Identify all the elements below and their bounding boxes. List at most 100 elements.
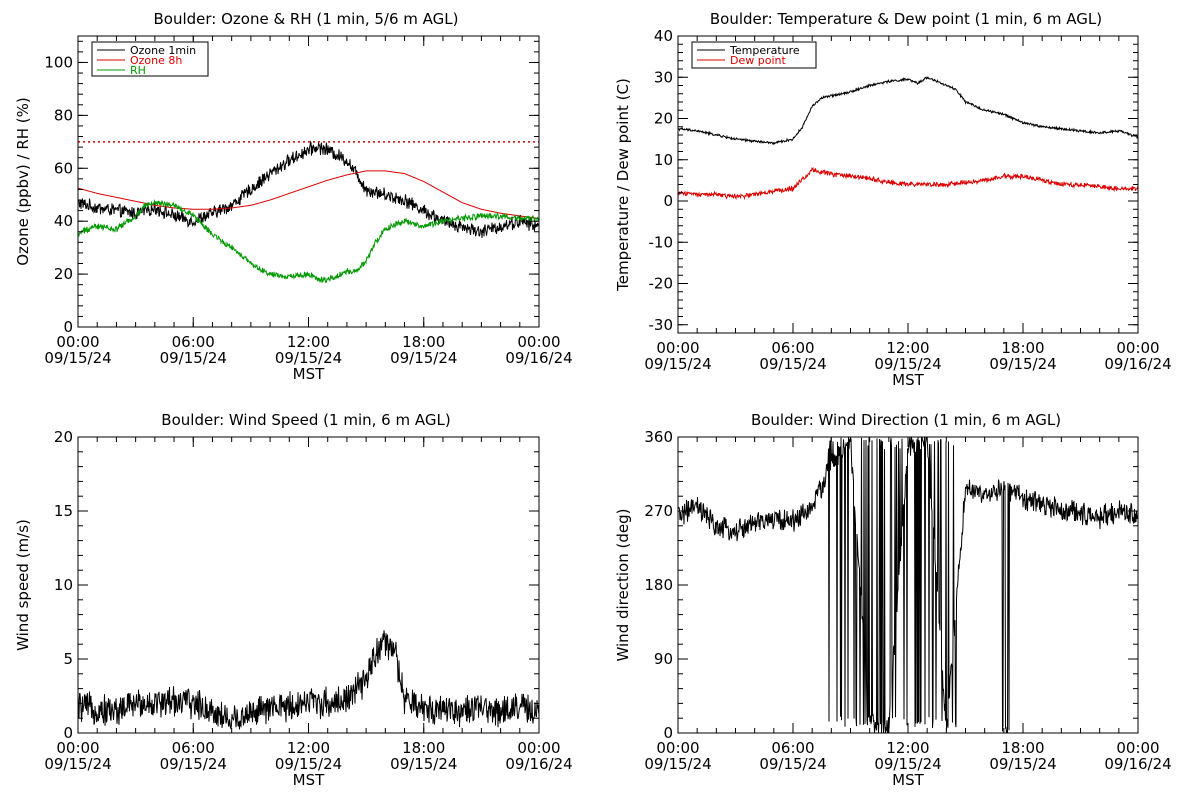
- x-tick-date: 09/15/24: [759, 755, 826, 773]
- x-tick-time: 00:00: [1116, 339, 1159, 357]
- x-tick-time: 00:00: [517, 739, 560, 757]
- series-group: [678, 76, 1138, 201]
- x-tick-date: 09/15/24: [759, 355, 826, 373]
- chart-wind-speed: Boulder: Wind Speed (1 min, 6 m AGL) 0 5 1…: [14, 411, 573, 789]
- y-tick-label: 360: [644, 428, 673, 446]
- y-axis-label: Temperature / Dew point (C): [614, 78, 632, 292]
- y-axis-label: Wind direction (deg): [614, 509, 632, 662]
- legend-label: Ozone 8h: [130, 54, 182, 67]
- y-tick-label: 100: [44, 53, 73, 71]
- x-tick-time: 06:00: [771, 339, 814, 357]
- chart-title: Boulder: Ozone & RH (1 min, 5/6 m AGL): [153, 10, 458, 28]
- series-line-rh: [78, 199, 539, 284]
- x-tick-date: 09/15/24: [44, 755, 111, 773]
- series-group: [78, 630, 539, 730]
- x-tick-date: 09/15/24: [390, 755, 457, 773]
- x-axis-label: MST: [892, 371, 924, 389]
- chart-wind-direction: Boulder: Wind Direction (1 min, 6 m AGL)…: [614, 411, 1172, 789]
- y-tick-label: 30: [654, 68, 673, 86]
- x-tick-time: 12:00: [287, 333, 330, 351]
- x-tick-date: 09/15/24: [874, 355, 941, 373]
- x-tick-time: 06:00: [172, 333, 215, 351]
- y-tick-label: 180: [644, 576, 673, 594]
- y-tick-label: 80: [54, 106, 73, 124]
- y-tick-label: 90: [654, 650, 673, 668]
- x-tick-date: 09/15/24: [874, 755, 941, 773]
- plot-frame: [677, 436, 1139, 734]
- chart-ozone-rh: Boulder: Ozone & RH (1 min, 5/6 m AGL) 0…: [14, 10, 573, 383]
- series-line-dew-point: [678, 166, 1138, 201]
- x-tick-date: 09/15/24: [989, 355, 1056, 373]
- chart-title: Boulder: Wind Direction (1 min, 6 m AGL): [751, 411, 1061, 429]
- chart-temperature-dewpoint: Boulder: Temperature & Dew point (1 min,…: [614, 10, 1172, 389]
- y-tick-label: 270: [644, 502, 673, 520]
- y-tick-label: 10: [54, 576, 73, 594]
- plot-frame: [77, 436, 540, 734]
- y-tick-label: 20: [54, 265, 73, 283]
- x-tick-time: 18:00: [1001, 339, 1044, 357]
- x-tick-date: 09/15/24: [390, 349, 457, 367]
- y-tick-label: 40: [54, 212, 73, 230]
- x-tick-date: 09/16/24: [1104, 355, 1171, 373]
- x-tick-date: 09/15/24: [989, 755, 1056, 773]
- y-tick-label: 60: [54, 159, 73, 177]
- series-line-data: [78, 630, 539, 730]
- y-tick-label: 0: [63, 318, 73, 336]
- x-tick-date: 09/15/24: [644, 755, 711, 773]
- x-tick-time: 00:00: [56, 739, 99, 757]
- series-line-temperature: [678, 76, 1138, 146]
- y-tick-label: 20: [54, 428, 73, 446]
- x-tick-time: 12:00: [886, 739, 929, 757]
- legend-label: RH: [130, 64, 146, 77]
- x-tick-date: 09/15/24: [160, 755, 227, 773]
- legend-box: [691, 41, 817, 69]
- x-tick-date: 09/15/24: [160, 349, 227, 367]
- y-tick-label: -30: [649, 316, 674, 334]
- legend-label: Ozone 1min: [130, 44, 196, 57]
- y-tick-label: 0: [663, 192, 673, 210]
- legend-label: Temperature: [729, 44, 800, 57]
- series-line-data: [678, 437, 1138, 733]
- x-tick-time: 06:00: [172, 739, 215, 757]
- x-tick-date: 09/16/24: [505, 349, 572, 367]
- x-tick-date: 09/15/24: [275, 349, 342, 367]
- x-tick-date: 09/16/24: [1104, 755, 1171, 773]
- y-tick-label: 10: [654, 151, 673, 169]
- x-tick-time: 18:00: [402, 333, 445, 351]
- y-tick-label: 20: [654, 110, 673, 128]
- x-tick-time: 00:00: [1116, 739, 1159, 757]
- x-tick-date: 09/15/24: [644, 355, 711, 373]
- series-line-ozone-8h: [78, 170, 539, 220]
- y-axis-label: Ozone (ppbv) / RH (%): [14, 97, 32, 266]
- x-tick-time: 00:00: [56, 333, 99, 351]
- x-tick-date: 09/16/24: [505, 755, 572, 773]
- chart-title: Boulder: Wind Speed (1 min, 6 m AGL): [161, 411, 450, 429]
- x-tick-time: 18:00: [1001, 739, 1044, 757]
- x-axis-label: MST: [293, 365, 325, 383]
- y-tick-label: 5: [63, 650, 73, 668]
- series-line-ozone-1min: [78, 140, 539, 238]
- y-tick-label: -20: [649, 275, 674, 293]
- y-tick-label: 40: [654, 27, 673, 45]
- x-tick-time: 18:00: [402, 739, 445, 757]
- x-tick-time: 12:00: [886, 339, 929, 357]
- x-tick-time: 06:00: [771, 739, 814, 757]
- x-tick-time: 12:00: [287, 739, 330, 757]
- series-group: [78, 140, 539, 284]
- y-tick-label: 0: [63, 724, 73, 742]
- x-tick-time: 00:00: [656, 739, 699, 757]
- y-axis-label: Wind speed (m/s): [14, 519, 32, 651]
- x-tick-time: 00:00: [517, 333, 560, 351]
- series-group: [678, 437, 1138, 733]
- x-tick-date: 09/15/24: [275, 755, 342, 773]
- plot-frame: [77, 35, 540, 328]
- y-tick-label: 0: [663, 724, 673, 742]
- x-tick-time: 00:00: [656, 339, 699, 357]
- y-tick-label: -10: [649, 233, 674, 251]
- x-tick-date: 09/15/24: [44, 349, 111, 367]
- legend-label: Dew point: [730, 54, 786, 67]
- x-axis-label: MST: [293, 771, 325, 789]
